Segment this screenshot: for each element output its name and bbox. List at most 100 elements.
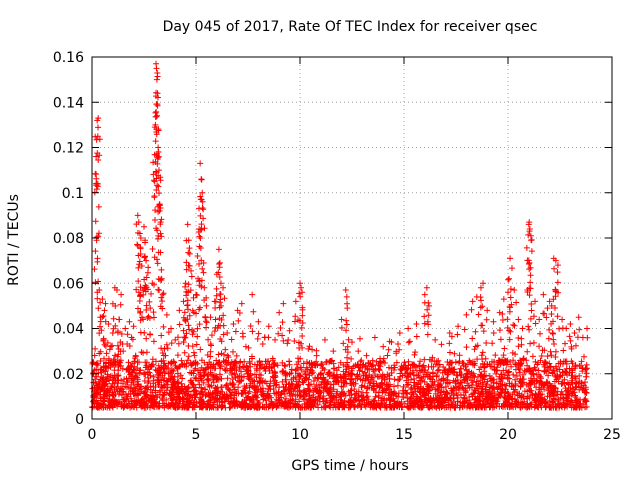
data-point	[134, 212, 141, 219]
data-point	[181, 334, 188, 341]
data-point	[212, 298, 219, 305]
data-point	[180, 314, 187, 321]
data-point	[554, 262, 561, 269]
y-axis-label: ROTI / TECUs	[6, 194, 22, 286]
data-point	[527, 264, 534, 271]
data-point	[158, 294, 165, 301]
data-point	[130, 323, 137, 330]
data-point	[298, 324, 305, 331]
data-point	[363, 352, 370, 359]
y-tick-label: 0.06	[53, 276, 84, 292]
data-point	[185, 281, 192, 288]
data-point	[530, 313, 537, 320]
data-point	[159, 298, 166, 305]
data-point	[197, 244, 204, 251]
data-point	[321, 336, 328, 343]
data-point	[194, 333, 201, 340]
data-point	[567, 320, 574, 327]
data-point	[94, 183, 101, 190]
data-point	[220, 312, 227, 319]
data-point	[126, 342, 133, 349]
data-point	[249, 291, 256, 298]
data-point	[110, 315, 117, 322]
data-point	[338, 324, 345, 331]
data-point	[137, 251, 144, 258]
data-point	[156, 287, 163, 294]
data-point	[552, 293, 559, 300]
data-point	[544, 353, 551, 360]
data-point	[137, 308, 144, 315]
data-point	[524, 287, 531, 294]
data-point	[527, 232, 534, 239]
data-point	[160, 366, 167, 373]
data-point	[199, 204, 206, 211]
data-point	[496, 309, 503, 316]
data-point	[92, 218, 99, 225]
data-point	[545, 335, 552, 342]
data-point	[526, 292, 533, 299]
data-point	[207, 314, 214, 321]
data-point	[212, 305, 219, 312]
data-point	[188, 267, 195, 274]
data-point	[143, 335, 150, 342]
data-point	[513, 361, 520, 368]
data-point	[136, 261, 143, 268]
data-point	[184, 297, 191, 304]
data-point	[153, 256, 160, 263]
data-point	[528, 248, 535, 255]
data-point	[543, 314, 550, 321]
data-point	[101, 355, 108, 362]
data-point	[527, 285, 534, 292]
data-point	[194, 325, 201, 332]
data-point	[149, 356, 156, 363]
data-point	[153, 65, 160, 72]
data-point	[100, 313, 107, 320]
data-point	[152, 121, 159, 128]
data-point	[216, 259, 223, 266]
data-point	[124, 366, 131, 373]
data-point	[496, 327, 503, 334]
data-point	[292, 313, 299, 320]
data-point	[295, 355, 302, 362]
data-point	[552, 348, 559, 355]
data-point	[550, 296, 557, 303]
data-point	[584, 325, 591, 332]
data-point	[255, 318, 262, 325]
data-point	[222, 346, 229, 353]
data-point	[188, 273, 195, 280]
data-point	[150, 314, 157, 321]
data-point	[497, 336, 504, 343]
data-point	[247, 322, 254, 329]
data-point	[157, 205, 164, 212]
data-point	[299, 320, 306, 327]
data-point	[202, 313, 209, 320]
y-tick-label: 0.02	[53, 367, 84, 383]
data-point	[190, 294, 197, 301]
data-point	[254, 335, 261, 342]
data-point	[224, 330, 231, 337]
data-point	[446, 340, 453, 347]
data-point	[242, 343, 249, 350]
data-point	[183, 292, 190, 299]
data-point	[191, 359, 198, 366]
data-point	[154, 90, 161, 97]
data-point	[116, 316, 123, 323]
data-point	[528, 307, 535, 314]
data-point	[554, 313, 561, 320]
data-point	[504, 316, 511, 323]
data-point	[560, 347, 567, 354]
data-point	[194, 252, 201, 259]
data-point	[285, 336, 292, 343]
data-point	[134, 242, 141, 249]
data-point	[220, 331, 227, 338]
data-point	[189, 331, 196, 338]
data-point	[371, 334, 378, 341]
data-point	[482, 355, 489, 362]
data-point	[388, 339, 395, 346]
data-point	[97, 348, 104, 355]
y-tick-label: 0.1	[62, 186, 84, 202]
data-point	[145, 264, 152, 271]
data-point	[154, 227, 161, 234]
data-point	[249, 328, 256, 335]
data-point	[508, 301, 515, 308]
